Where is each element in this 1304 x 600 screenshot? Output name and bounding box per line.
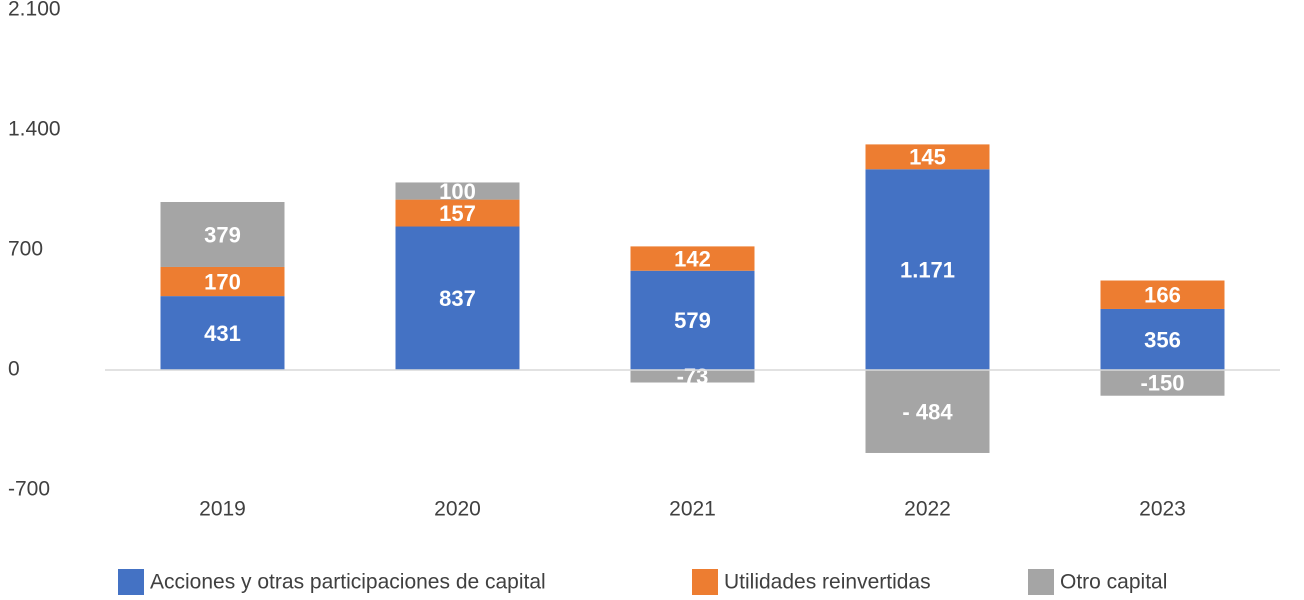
y-tick-label: -700: [8, 478, 50, 501]
value-label: 170: [204, 269, 241, 294]
bar-segment: [395, 182, 520, 200]
value-label: 431: [204, 321, 241, 346]
bar-segment: [865, 144, 990, 170]
legend-swatch: [118, 569, 144, 595]
value-label: - 484: [902, 399, 953, 424]
x-tick-label: 2023: [1139, 498, 1186, 521]
legend-swatch: [692, 569, 718, 595]
value-label: 837: [439, 286, 476, 311]
legend-label: Acciones y otras participaciones de capi…: [150, 571, 546, 594]
legend-label: Otro capital: [1060, 571, 1167, 594]
bar-segment: [630, 270, 755, 370]
value-label: 142: [674, 246, 711, 271]
bar-segment: [1100, 280, 1225, 309]
bar-segment: [160, 296, 285, 370]
value-label: 579: [674, 308, 711, 333]
bar-segment: [160, 266, 285, 297]
value-label: -73: [677, 364, 709, 389]
x-tick-label: 2021: [669, 498, 716, 521]
value-label: 100: [439, 179, 476, 204]
value-label: -150: [1140, 371, 1184, 396]
bar-segment: [865, 169, 990, 370]
y-tick-label: 0: [8, 358, 20, 381]
bar-segment: [630, 370, 755, 383]
bar-segment: [1100, 308, 1225, 370]
y-tick-label: 700: [8, 238, 43, 261]
value-label: 1.171: [900, 257, 955, 282]
bar-segment: [865, 370, 990, 453]
value-label: 157: [439, 201, 476, 226]
bar-segment: [630, 246, 755, 271]
x-tick-label: 2020: [434, 498, 481, 521]
y-tick-label: 1.400: [8, 118, 61, 141]
legend-label: Utilidades reinvertidas: [724, 571, 931, 594]
x-tick-label: 2019: [199, 498, 246, 521]
bar-segment: [395, 226, 520, 370]
bar-segment: [395, 199, 520, 227]
x-tick-label: 2022: [904, 498, 951, 521]
value-label: 379: [204, 222, 241, 247]
value-label: 166: [1144, 283, 1181, 308]
y-tick-label: 2.100: [8, 0, 61, 21]
value-label: 356: [1144, 327, 1181, 352]
value-label: 145: [909, 145, 946, 170]
bar-segment: [1100, 370, 1225, 396]
bar-segment: [160, 202, 285, 267]
legend-swatch: [1028, 569, 1054, 595]
